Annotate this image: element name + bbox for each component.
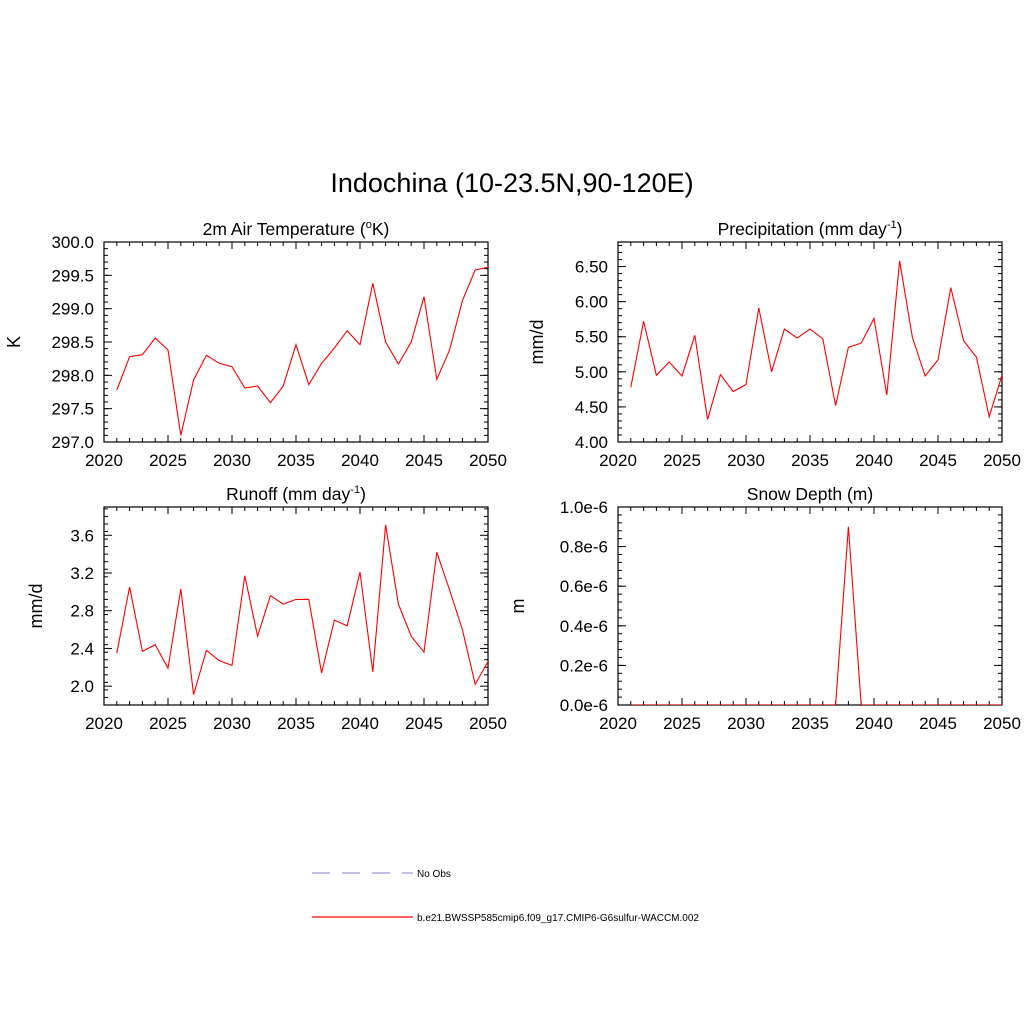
x-tick-label: 2030 [213,451,251,470]
x-tick-label: 2020 [599,714,637,733]
y-axis-label: mm/d [527,320,547,365]
x-tick-label: 2030 [727,714,765,733]
x-tick-label: 2050 [469,714,507,733]
y-tick-label: 2.8 [70,602,94,621]
x-tick-label: 2020 [599,451,637,470]
y-tick-label: 4.00 [575,433,608,452]
panel-title-superscript: -1 [887,219,897,231]
y-tick-label: 6.50 [575,258,608,277]
figure-title: Indochina (10-23.5N,90-120E) [330,168,694,198]
x-tick-label: 2030 [213,714,251,733]
y-tick-label: 299.0 [51,300,94,319]
y-tick-label: 0.2e-6 [560,656,608,675]
x-tick-label: 2035 [277,451,315,470]
panel-title-main: Runoff (mm day [226,484,350,504]
plot-frame [617,506,1003,706]
panel-title: Runoff (mm day-1) [226,484,366,504]
y-tick-label: 0.0e-6 [560,696,608,715]
y-tick-label: 4.50 [575,398,608,417]
y-tick-label: 2.0 [70,677,94,696]
x-tick-label: 2035 [791,451,829,470]
y-tick-label: 0.6e-6 [560,577,608,596]
y-tick-label: 298.0 [51,366,94,385]
y-tick-label: 299.5 [51,266,94,285]
panel-title-end: ) [360,484,366,504]
y-tick-label: 300.0 [51,233,94,252]
panel-title-main: Snow Depth (m) [747,484,873,504]
y-tick-label: 1.0e-6 [560,498,608,517]
legend-label-no-obs: No Obs [417,869,451,880]
plot-frame [617,241,1003,443]
x-tick-label: 2025 [663,451,701,470]
series-line [116,266,488,436]
x-tick-label: 2030 [727,451,765,470]
y-tick-label: 297.0 [51,433,94,452]
x-tick-label: 2035 [277,714,315,733]
y-tick-label: 0.4e-6 [560,617,608,636]
panel-title: 2m Air Temperature (oK) [203,219,390,239]
y-tick-label: 2.4 [70,639,94,658]
x-tick-label: 2040 [341,714,379,733]
panel-title: Precipitation (mm day-1) [718,219,903,239]
legend-label-model: b.e21.BWSSP585cmip6.f09_g17.CMIP6-G6sulf… [417,913,699,924]
panel-4: Snow Depth (m) 2020 2025 2030 2035 2040 2045 20… [508,484,1021,733]
x-tick-label: 2040 [855,451,893,470]
x-tick-label: 2040 [855,714,893,733]
panel-title: Snow Depth (m) [747,484,873,504]
series-line [630,260,1002,420]
x-tick-label: 2035 [791,714,829,733]
panel-title-main: 2m Air Temperature ( [203,219,366,239]
x-tick-label: 2045 [405,451,443,470]
x-tick-label: 2025 [149,451,187,470]
x-tick-label: 2050 [983,714,1021,733]
panel-1: 2m Air Temperature (oK) 2020 2025 2030 2035 2… [4,219,507,470]
x-tick-label: 2045 [919,451,957,470]
x-tick-label: 2045 [405,714,443,733]
x-tick-label: 2050 [983,451,1021,470]
panel-title-main: Precipitation (mm day [718,219,887,239]
x-tick-label: 2040 [341,451,379,470]
y-axis-label: K [4,336,24,348]
panel-3: Runoff (mm day-1) 2020 2025 2030 2035 2040 204… [26,484,507,733]
panel-title-end: K) [372,219,390,239]
x-tick-label: 2025 [149,714,187,733]
y-tick-label: 0.8e-6 [560,538,608,557]
plot-frame [103,241,489,443]
x-tick-label: 2050 [469,451,507,470]
y-tick-label: 3.2 [70,564,94,583]
y-axis-label: mm/d [26,584,46,629]
series-line [116,524,488,695]
y-tick-label: 297.5 [51,400,94,419]
panel-2: Precipitation (mm day-1) 2020 2025 2030 2035… [527,219,1021,470]
series-line [630,526,1002,705]
x-tick-label: 2045 [919,714,957,733]
panel-title-superscript: -1 [350,484,360,496]
legend: No Obs b.e21.BWSSP585cmip6.f09_g17.CMIP6-… [312,869,699,924]
y-tick-label: 5.00 [575,363,608,382]
y-tick-label: 298.5 [51,333,94,352]
x-tick-label: 2025 [663,714,701,733]
x-tick-label: 2020 [85,451,123,470]
y-tick-label: 5.50 [575,328,608,347]
y-axis-label: m [508,599,528,614]
y-tick-label: 3.6 [70,526,94,545]
y-tick-label: 6.00 [575,293,608,312]
x-tick-label: 2020 [85,714,123,733]
panel-title-end: ) [897,219,903,239]
panel-title-superscript: o [366,219,372,231]
